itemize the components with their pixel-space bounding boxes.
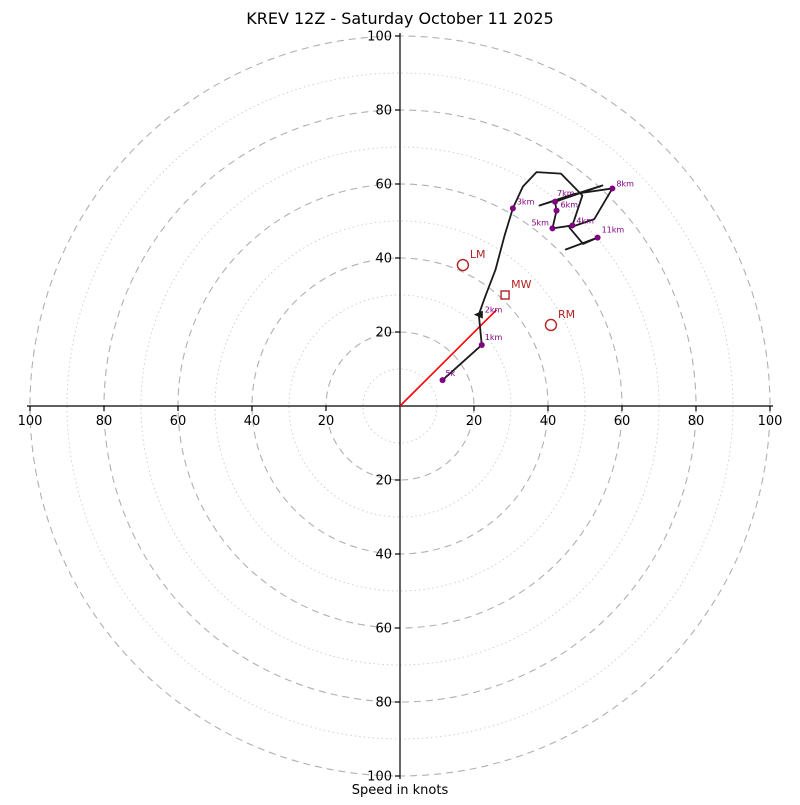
x-tick-label: 40 [244, 414, 261, 429]
y-tick-label: 80 [375, 104, 392, 119]
altitude-marker-6km [553, 207, 560, 214]
x-tick-label: 80 [96, 414, 113, 429]
chart-title: KREV 12Z - Saturday October 11 2025 [246, 9, 553, 28]
altitude-marker-11km [594, 234, 601, 241]
marker-RM [544, 318, 558, 332]
marker-LM [456, 258, 470, 272]
y-tick-label: 40 [375, 548, 392, 563]
altitude-label-5km: 5km [531, 218, 549, 227]
marker-MW [500, 290, 510, 300]
x-tick-label: 100 [18, 414, 43, 429]
altitude-label-8km: 8km [616, 179, 634, 188]
hodograph-trace [441, 171, 614, 382]
x-tick-label: 60 [170, 414, 187, 429]
marker-label-MW: MW [511, 278, 531, 291]
altitude-label-5k: 5k [446, 369, 456, 378]
storm-motion-line [399, 309, 498, 407]
altitude-marker-4km [569, 222, 576, 229]
y-tick-label: 60 [375, 622, 392, 637]
altitude-label-6km: 6km [561, 201, 579, 210]
altitude-marker-5k [439, 377, 446, 384]
y-tick-label: 100 [367, 30, 392, 45]
altitude-label-3km: 3km [517, 197, 535, 206]
x-axis-label: Speed in knots [352, 783, 449, 798]
marker-label-LM: LM [470, 248, 486, 261]
altitude-label-2km: 2km [485, 306, 503, 315]
y-tick-label: 60 [375, 178, 392, 193]
altitude-marker-1km [478, 341, 485, 348]
x-tick-label: 60 [614, 414, 631, 429]
x-tick-label: 100 [758, 414, 783, 429]
altitude-label-1km: 1km [485, 333, 503, 342]
y-tick-label: 40 [375, 252, 392, 267]
x-tick-label: 20 [466, 414, 483, 429]
x-tick-label: 80 [688, 414, 705, 429]
altitude-marker-8km [609, 185, 616, 192]
plot-area: 20 20 20 20 40 40 40 40 60 60 60 60 80 80 80 80 100 100 10… [18, 30, 783, 785]
x-tick-label: 20 [318, 414, 335, 429]
y-tick-label: 80 [375, 696, 392, 711]
altitude-marker-2km [473, 310, 483, 319]
altitude-label-4km: 4km [576, 216, 594, 225]
altitude-marker-5km [549, 225, 556, 232]
altitude-marker-3km [509, 205, 516, 212]
y-tick-label: 100 [367, 770, 392, 785]
altitude-marker-7km [552, 198, 559, 205]
y-tick-label: 20 [375, 326, 392, 341]
y-tick-label: 20 [375, 474, 392, 489]
altitude-label-7km: 7km [557, 189, 575, 198]
x-tick-label: 40 [540, 414, 557, 429]
marker-label-RM: RM [558, 308, 575, 321]
altitude-label-11km: 11km [602, 226, 625, 235]
